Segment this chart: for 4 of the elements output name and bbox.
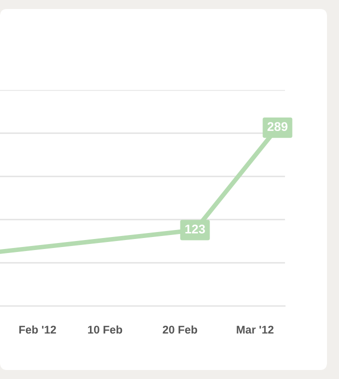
x-tick-label: 20 Feb [162, 325, 198, 334]
x-tick-label: Mar '12 [236, 326, 274, 334]
x-tick-label: 10 Feb [88, 325, 122, 334]
x-tick-label: Feb '12 [19, 325, 56, 334]
